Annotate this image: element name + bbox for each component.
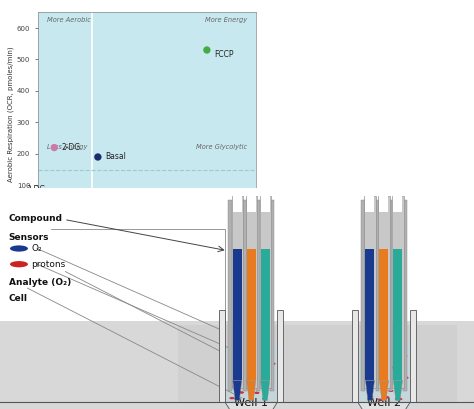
Text: FCCP: FCCP [215,50,234,59]
Ellipse shape [240,346,246,348]
Bar [365,196,374,212]
Bar [231,196,243,388]
Y-axis label: Aerobic Respiration (OCR, pmoles/min): Aerobic Respiration (OCR, pmoles/min) [8,47,14,182]
Ellipse shape [229,397,235,399]
Ellipse shape [368,378,374,380]
Bar [310,325,457,402]
Ellipse shape [10,245,28,252]
Polygon shape [358,402,410,409]
Text: Analyte (O₂): Analyte (O₂) [9,278,71,287]
Bar [219,310,225,402]
Point [203,47,210,53]
Bar [277,310,283,402]
Bar [364,196,375,388]
Bar [270,200,274,391]
Bar [261,196,270,212]
Bar [256,200,260,391]
Text: More Aerobic: More Aerobic [46,18,91,23]
Text: 2-DG: 2-DG [62,143,81,152]
Bar [225,344,277,402]
Polygon shape [393,380,402,400]
Text: Basal: Basal [106,153,127,162]
Text: Sensors: Sensors [9,233,49,242]
Polygon shape [246,380,256,400]
Point [47,191,55,198]
Bar [365,249,374,380]
Text: Well 2: Well 2 [367,398,401,407]
Polygon shape [225,402,277,409]
Ellipse shape [10,261,28,267]
Text: More Glycolytic: More Glycolytic [196,144,247,150]
Ellipse shape [368,396,374,398]
Ellipse shape [267,368,273,371]
X-axis label: Glycolysis (ECAR, mpH/min): Glycolysis (ECAR, mpH/min) [93,233,201,242]
Text: Rot: Rot [138,195,151,204]
Polygon shape [233,380,242,400]
Ellipse shape [254,392,259,394]
Bar [375,200,379,391]
Ellipse shape [377,398,383,401]
Point [127,196,135,203]
Bar [243,200,246,391]
Point [94,154,101,160]
Ellipse shape [270,362,275,365]
Text: More Energy: More Energy [205,18,247,23]
Ellipse shape [231,385,236,388]
Bar [246,196,256,212]
Ellipse shape [264,375,270,378]
Bar [410,310,416,402]
Bar [0,188,474,321]
Ellipse shape [391,366,396,369]
Text: O₂: O₂ [31,244,42,253]
Ellipse shape [398,353,403,355]
Ellipse shape [245,357,250,360]
Text: Well 1: Well 1 [234,398,268,407]
Bar [259,196,271,388]
Bar [361,200,365,391]
Ellipse shape [384,396,390,398]
Ellipse shape [247,386,253,388]
Bar [261,249,270,380]
Text: 2-DG
+ Rot: 2-DG + Rot [24,185,46,204]
Bar [178,325,325,402]
Bar [233,196,242,212]
Bar [358,344,410,402]
Ellipse shape [397,398,402,400]
Ellipse shape [370,383,375,386]
Ellipse shape [237,391,242,393]
Polygon shape [379,380,389,400]
Ellipse shape [402,355,408,357]
Bar [378,196,390,388]
Text: Less Energy: Less Energy [46,144,87,150]
Bar [233,249,242,380]
Ellipse shape [249,347,254,349]
Bar [392,196,403,388]
Text: Compound: Compound [9,214,63,223]
Text: protons: protons [31,260,65,269]
Text: Cell: Cell [9,294,27,303]
Ellipse shape [238,355,244,357]
Bar [403,200,407,391]
Ellipse shape [377,382,382,384]
Bar [393,196,402,212]
Point [50,144,58,151]
Ellipse shape [239,391,244,394]
Bar [379,196,388,212]
Polygon shape [365,380,374,400]
Bar [393,249,402,380]
Bar [246,196,257,388]
Ellipse shape [243,346,248,348]
Ellipse shape [383,385,388,388]
Bar [0,321,474,409]
Bar [379,249,388,380]
Bar [246,249,256,380]
Bar [352,310,358,402]
Bar [389,200,392,391]
Ellipse shape [403,377,409,379]
Polygon shape [261,380,270,400]
Ellipse shape [388,390,393,392]
Bar [228,200,232,391]
Ellipse shape [386,382,392,384]
